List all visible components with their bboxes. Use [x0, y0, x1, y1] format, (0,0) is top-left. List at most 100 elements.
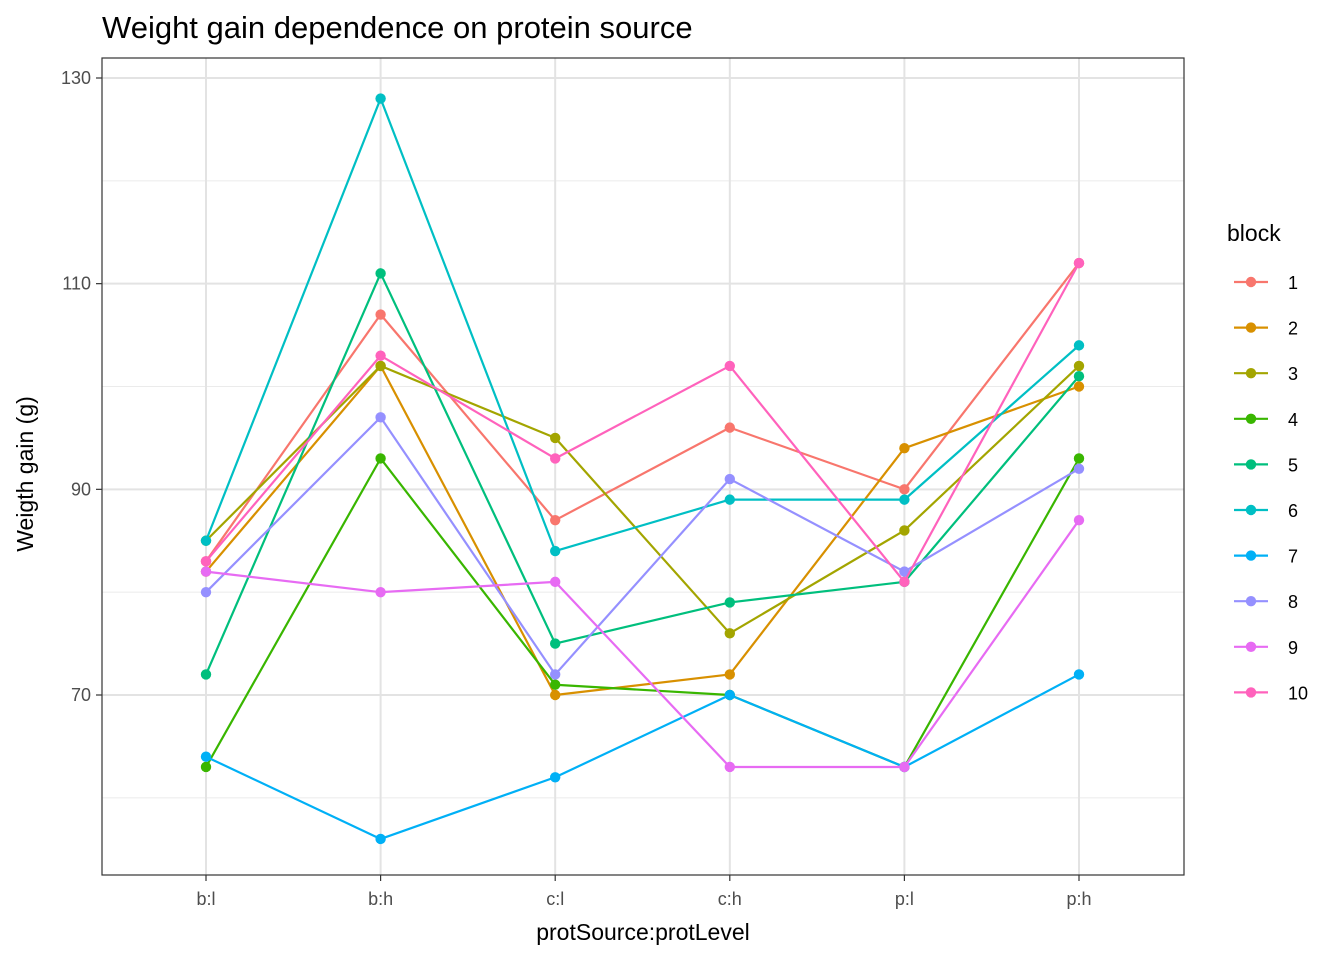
data-point: [200, 761, 212, 773]
series-line: [205, 262, 1080, 562]
data-point: [724, 360, 735, 372]
y-axis: 70 90 110 130: [61, 68, 102, 705]
data-point: [724, 761, 735, 773]
x-tick-label: c:h: [718, 889, 742, 909]
legend-item-6: 6: [1234, 501, 1298, 521]
legend-key-point: [1245, 504, 1257, 516]
series-3: [200, 360, 1085, 639]
x-tick-label: c:l: [546, 889, 564, 909]
y-tick-label: 70: [71, 685, 91, 705]
series-line: [205, 673, 1080, 841]
series-line: [205, 364, 1080, 635]
legend-items: 1 2 3 4 5 6 7 8 9 10: [1234, 273, 1308, 703]
data-point: [550, 638, 561, 649]
series-9: [200, 514, 1085, 773]
data-point: [550, 669, 561, 680]
x-tick-label: p:h: [1066, 889, 1091, 909]
legend-item-10: 10: [1234, 683, 1308, 703]
data-point: [1073, 360, 1085, 372]
legend-key-point: [1245, 413, 1257, 424]
legend-title: block: [1227, 220, 1281, 246]
data-point: [899, 525, 910, 536]
data-point: [375, 453, 386, 464]
legend-label: 9: [1288, 638, 1298, 658]
series-line: [205, 364, 1080, 697]
legend-label: 1: [1288, 273, 1298, 293]
data-point: [550, 689, 561, 701]
y-tick-label: 130: [61, 68, 91, 88]
data-point: [550, 576, 561, 588]
data-point: [550, 772, 561, 783]
data-point: [1073, 371, 1085, 382]
y-tick-label: 110: [62, 274, 91, 294]
legend: block 1 2 3 4 5 6 7 8 9 10: [1227, 220, 1308, 703]
data-point: [1073, 381, 1085, 392]
legend-label: 10: [1288, 683, 1308, 703]
y-tick-label: 90: [71, 479, 91, 499]
series-line: [205, 416, 1080, 676]
data-point: [899, 443, 910, 454]
data-point: [1073, 340, 1085, 351]
data-point: [375, 360, 386, 372]
data-point: [375, 412, 386, 423]
series-10: [200, 257, 1085, 588]
legend-key-point: [1245, 368, 1257, 379]
legend-label: 6: [1288, 501, 1298, 521]
data-point: [200, 751, 212, 762]
data-point: [724, 494, 735, 505]
legend-item-7: 7: [1234, 547, 1298, 567]
legend-label: 4: [1288, 410, 1298, 430]
x-tick-label: b:h: [368, 889, 393, 909]
legend-label: 2: [1288, 319, 1298, 339]
legend-key-point: [1245, 641, 1257, 652]
legend-item-5: 5: [1234, 455, 1298, 475]
legend-key-point: [1245, 276, 1257, 288]
data-point: [375, 586, 386, 598]
data-point: [375, 268, 386, 279]
x-axis-title: protSource:protLevel: [536, 919, 750, 945]
data-point: [899, 484, 910, 495]
series-line: [204, 97, 1080, 553]
chart-title: Weight gain dependence on protein source: [102, 10, 693, 45]
series-8: [200, 412, 1085, 680]
legend-label: 3: [1288, 364, 1298, 384]
data-point: [1073, 514, 1085, 526]
legend-label: 7: [1288, 547, 1298, 567]
data-point: [724, 422, 735, 433]
data-point: [550, 679, 561, 690]
series-6: [200, 93, 1085, 557]
legend-key-point: [1245, 596, 1257, 607]
legend-label: 8: [1288, 592, 1298, 612]
data-point: [1073, 257, 1085, 269]
data-point: [550, 545, 561, 557]
data-point: [1073, 669, 1085, 680]
data-point: [1073, 463, 1085, 474]
legend-item-2: 2: [1234, 319, 1298, 339]
data-point: [550, 432, 561, 444]
legend-item-8: 8: [1234, 592, 1298, 612]
legend-key-point: [1245, 459, 1257, 470]
legend-item-1: 1: [1234, 273, 1298, 293]
data-point: [724, 597, 735, 608]
data-point: [724, 689, 735, 701]
panel-border: [101, 57, 1185, 876]
data-point: [550, 514, 561, 526]
data-point: [899, 576, 910, 588]
data-point: [724, 473, 735, 485]
x-axis: b:l b:h c:l c:h p:l p:h: [196, 875, 1092, 909]
series-4: [200, 453, 1085, 773]
legend-key-point: [1245, 322, 1257, 333]
series-layer: [200, 93, 1085, 845]
data-point: [200, 586, 212, 598]
data-point: [899, 494, 910, 505]
data-point: [375, 93, 386, 104]
data-point: [375, 309, 386, 320]
data-point: [1073, 453, 1085, 464]
data-point: [200, 669, 212, 680]
legend-key-point: [1245, 550, 1257, 561]
legend-item-9: 9: [1234, 638, 1298, 658]
series-line: [205, 519, 1080, 769]
series-line: [205, 457, 1080, 769]
y-axis-title: Weigth gain (g): [12, 396, 38, 552]
